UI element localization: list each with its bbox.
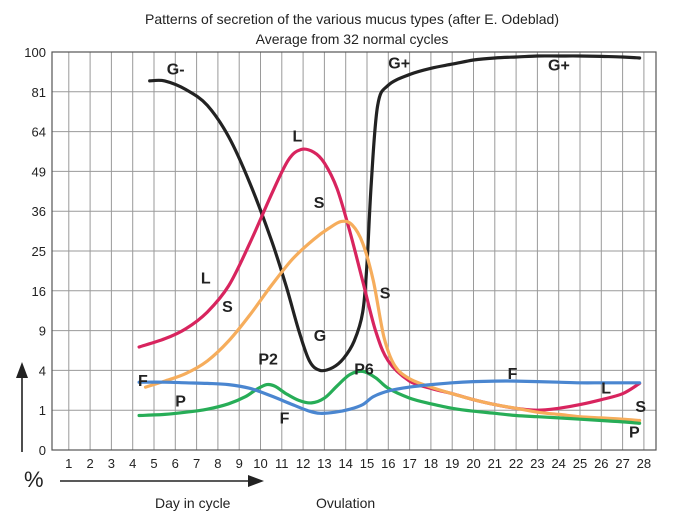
y-tick-label: 81: [32, 85, 46, 100]
ovulation-annotation: Ovulation: [316, 495, 375, 511]
curve-label: S: [314, 195, 325, 212]
y-tick-labels: 100 81 64 49 36 25 16 9 4 1 0: [24, 45, 46, 458]
y-axis-arrowhead: [16, 362, 28, 378]
curve-label: G+: [388, 55, 410, 72]
y-tick-label: 0: [39, 443, 46, 458]
x-tick-label: 3: [108, 456, 115, 471]
x-axis-label: Day in cycle: [155, 495, 231, 511]
curve-label: L: [292, 129, 302, 146]
curve-label: S: [635, 399, 646, 416]
x-tick-label: 26: [594, 456, 608, 471]
y-tick-label: 9: [39, 324, 46, 339]
x-tick-label: 11: [275, 456, 289, 471]
series-line-3: [137, 369, 642, 425]
series-line-0: [148, 54, 642, 373]
x-tick-label: 12: [296, 456, 310, 471]
x-tick-label: 5: [150, 456, 157, 471]
series-line-2: [143, 219, 642, 423]
curve-label: F: [138, 373, 148, 390]
x-tick-label: 14: [338, 456, 352, 471]
chart-subtitle: Average from 32 normal cycles: [256, 31, 449, 47]
x-tick-label: 15: [360, 456, 374, 471]
curve-label: G: [314, 328, 326, 345]
series-line-1: [137, 147, 642, 412]
x-tick-label: 9: [236, 456, 243, 471]
x-tick-label: 20: [466, 456, 480, 471]
y-axis-label: %: [24, 467, 44, 492]
x-tick-label: 13: [317, 456, 331, 471]
y-tick-label: 100: [24, 45, 46, 60]
curve-label: F: [280, 410, 290, 427]
x-tick-label: 27: [615, 456, 629, 471]
curve-label: G-: [167, 62, 185, 79]
x-tick-label: 7: [193, 456, 200, 471]
curve-label: S: [380, 285, 391, 302]
x-tick-labels: 1 2 3 4 5 6 7 8 9 10 11 12 13 14 15 16 17 18 19 20 21 22 23 24 2…: [65, 456, 651, 471]
x-tick-label: 23: [530, 456, 544, 471]
x-tick-label: 10: [253, 456, 267, 471]
x-tick-label: 1: [65, 456, 72, 471]
x-tick-label: 24: [551, 456, 565, 471]
x-tick-label: 25: [573, 456, 587, 471]
series-line-4: [137, 379, 642, 415]
y-tick-label: 4: [39, 363, 46, 378]
y-tick-label: 1: [39, 403, 46, 418]
x-tick-label: 4: [129, 456, 136, 471]
plot-frame: [51, 51, 657, 451]
x-axis-arrowhead: [248, 475, 264, 487]
x-tick-label: 17: [402, 456, 416, 471]
curve-label: P: [629, 424, 640, 441]
x-tick-label: 21: [488, 456, 502, 471]
x-tick-label: 18: [424, 456, 438, 471]
y-tick-label: 36: [32, 204, 46, 219]
x-tick-label: 2: [86, 456, 93, 471]
curve-label: L: [201, 271, 211, 288]
x-tick-label: 28: [637, 456, 651, 471]
series-lines: [137, 54, 642, 425]
chart-title: Patterns of secretion of the various muc…: [145, 11, 559, 27]
y-tick-label: 64: [32, 125, 46, 140]
x-tick-label: 22: [509, 456, 523, 471]
curve-label: P2: [258, 352, 278, 369]
curve-label: P: [175, 393, 186, 410]
x-tick-label: 6: [172, 456, 179, 471]
y-tick-label: 25: [32, 244, 46, 259]
curve-label: G+: [548, 57, 570, 74]
x-tick-label: 16: [381, 456, 395, 471]
curve-label: F: [508, 366, 518, 383]
y-tick-label: 16: [32, 284, 46, 299]
x-tick-label: 19: [445, 456, 459, 471]
curve-label: L: [601, 381, 611, 398]
curve-label: S: [222, 299, 233, 316]
y-tick-label: 49: [32, 164, 46, 179]
curve-label: P6: [354, 361, 374, 378]
x-tick-label: 8: [214, 456, 221, 471]
